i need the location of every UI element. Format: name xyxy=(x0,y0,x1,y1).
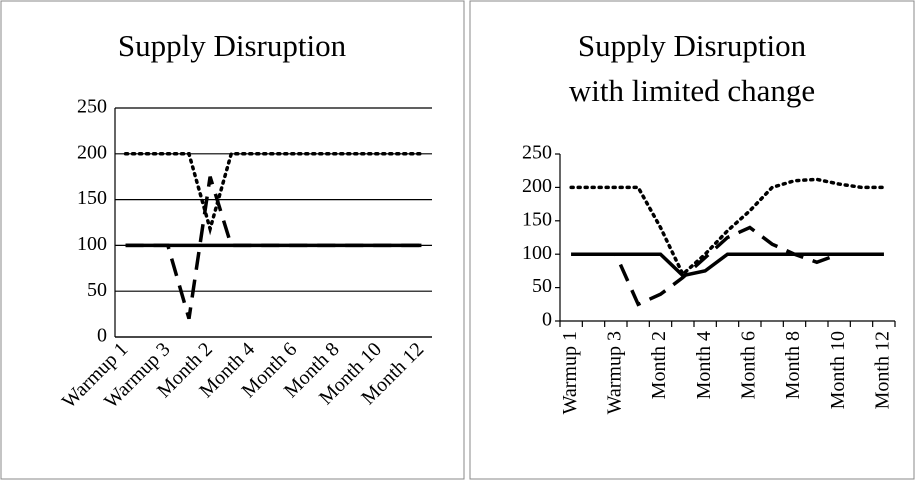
x-tick-label: Month 8 xyxy=(782,331,804,399)
x-tick-label: Month 6 xyxy=(737,331,759,399)
chart-title: Supply Disruption xyxy=(578,28,807,63)
line-series xyxy=(569,177,886,278)
y-tick-label: 100 xyxy=(77,233,107,255)
line-series xyxy=(123,152,424,236)
y-tick-label: 0 xyxy=(542,309,552,331)
y-tick-label: 0 xyxy=(97,325,107,347)
y-tick-label: 100 xyxy=(522,242,552,264)
chart-title: Supply Disruption xyxy=(118,28,347,63)
x-tick-label: Month 4 xyxy=(693,331,715,399)
panel-border xyxy=(0,0,465,480)
y-tick-label: 250 xyxy=(522,142,552,164)
y-tick-label: 250 xyxy=(77,96,107,118)
line-series xyxy=(125,176,422,320)
line-series xyxy=(571,225,884,307)
y-tick-label: 50 xyxy=(87,279,107,301)
x-tick-label: Month 2 xyxy=(648,331,670,399)
y-tick-label: 50 xyxy=(532,275,552,297)
x-tick-label: Warmup 3 xyxy=(603,331,625,414)
y-tick-label: 200 xyxy=(77,141,107,163)
y-tick-label: 150 xyxy=(77,187,107,209)
chart-title: with limited change xyxy=(569,73,815,108)
x-tick-label: Warmup 1 xyxy=(559,331,581,414)
y-tick-label: 150 xyxy=(522,208,552,230)
line-series xyxy=(571,252,884,278)
x-tick-label: Month 10 xyxy=(827,331,849,409)
y-tick-label: 200 xyxy=(522,175,552,197)
x-tick-label: Month 12 xyxy=(871,331,893,409)
panel-border xyxy=(469,0,915,480)
